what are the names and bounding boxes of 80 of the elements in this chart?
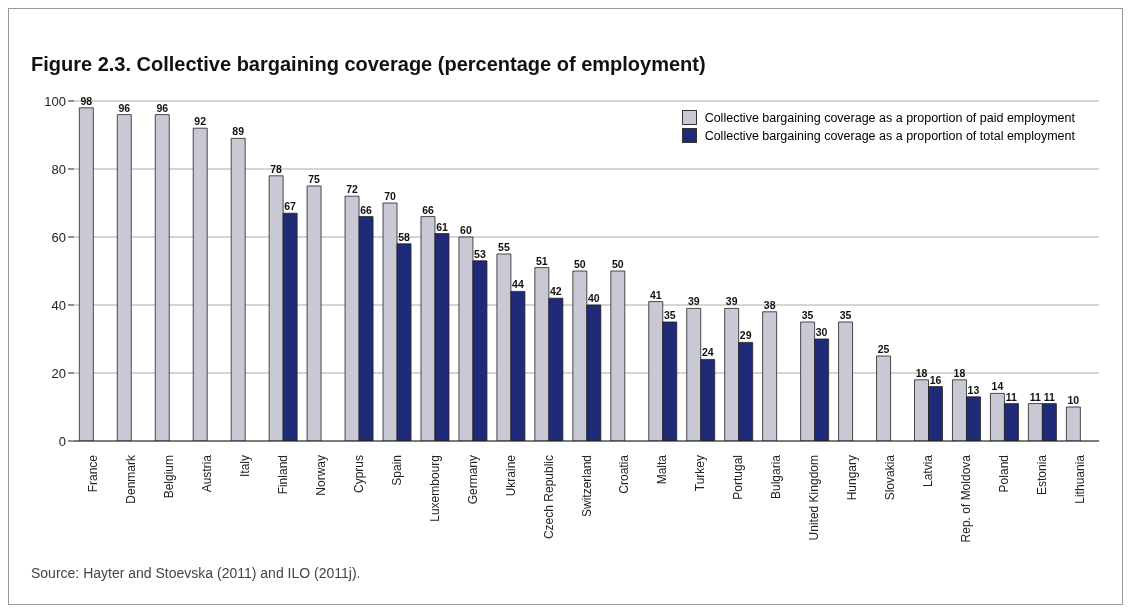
y-tick-label: 0 [58, 433, 66, 449]
x-tick-label: United Kingdom [807, 455, 822, 541]
data-label: 78 [270, 162, 283, 175]
data-label: 13 [967, 383, 980, 396]
x-tick-label: Turkey [693, 455, 708, 492]
data-label: 96 [156, 101, 169, 114]
data-label: 67 [284, 200, 297, 213]
data-label: 25 [877, 343, 890, 355]
data-label: 11 [1005, 390, 1018, 403]
data-label: 14 [991, 380, 1004, 393]
x-tick-label: Belgium [161, 455, 176, 499]
data-label: 44 [512, 278, 524, 291]
data-label: 10 [1067, 394, 1080, 406]
data-label: 98 [80, 94, 93, 107]
data-label: 41 [649, 288, 662, 301]
data-label: 35 [663, 309, 676, 321]
x-tick-label: Cyprus [351, 455, 366, 494]
x-tick-label: Luxembourg [427, 455, 442, 522]
data-label: 60 [460, 224, 472, 236]
data-label: 39 [687, 295, 700, 308]
y-tick-label: 80 [51, 161, 66, 177]
x-tick-label: Norway [313, 455, 328, 496]
y-tick-label: 40 [51, 297, 66, 313]
legend-label: Collective bargaining coverage as a proportion of total employment [704, 128, 1075, 143]
data-label: 51 [536, 254, 548, 267]
data-label: 50 [573, 258, 586, 270]
data-label: 42 [550, 285, 562, 298]
x-tick-label: Italy [237, 455, 252, 478]
data-label: 39 [725, 295, 738, 308]
y-tick-label: 100 [44, 93, 66, 109]
y-tick-label: 20 [51, 365, 66, 381]
x-tick-label: Hungary [845, 455, 860, 501]
data-label: 92 [194, 115, 207, 128]
y-tick-label: 60 [51, 229, 66, 245]
x-tick-label: Finland [275, 455, 290, 495]
x-tick-label: Czech Republic [541, 455, 556, 540]
data-label: 24 [701, 346, 714, 359]
data-label: 35 [801, 309, 814, 321]
x-tick-label: Bulgaria [769, 454, 784, 500]
data-label: 18 [953, 366, 966, 379]
x-tick-label: Austria [199, 454, 214, 493]
data-label: 11 [1029, 390, 1042, 403]
data-label: 38 [763, 298, 776, 311]
x-tick-label: Portugal [731, 455, 746, 500]
data-label: 16 [929, 373, 942, 386]
x-tick-label: Croatia [617, 454, 632, 494]
data-label: 29 [739, 329, 752, 342]
data-label: 89 [232, 125, 245, 138]
data-label: 96 [118, 101, 131, 114]
chart-title: Figure 2.3. Collective bargaining coverage (percentage of employment) [31, 53, 706, 76]
x-tick-label: Denmark [123, 454, 138, 504]
x-tick-label: Poland [997, 455, 1012, 493]
data-label: 70 [384, 190, 397, 202]
legend-label: Collective bargaining coverage as a proportion of paid employment [704, 110, 1075, 125]
data-label: 30 [815, 326, 828, 338]
x-tick-label: Spain [389, 455, 404, 486]
x-tick-label: Slovakia [883, 454, 898, 501]
data-label: 72 [346, 183, 359, 196]
x-tick-label: Estonia [1035, 454, 1050, 496]
x-tick-label: Switzerland [579, 455, 594, 518]
x-tick-label: Latvia [921, 454, 936, 488]
x-tick-label: Germany [465, 455, 480, 505]
data-label: 11 [1043, 390, 1056, 403]
data-label: 35 [839, 309, 852, 321]
data-label: 66 [422, 203, 434, 216]
x-tick-label: Malta [655, 454, 670, 485]
data-label: 50 [611, 258, 624, 270]
x-tick-label: Ukraine [503, 454, 518, 497]
x-tick-label: France [85, 454, 100, 493]
data-label: 40 [587, 292, 600, 304]
data-label: 75 [308, 173, 321, 185]
data-label: 58 [398, 230, 411, 243]
source-note: Source: Hayter and Stoevska (2011) and ILO (2011j). [31, 565, 361, 581]
data-label: 18 [915, 366, 928, 379]
x-tick-label: Lithuania [1073, 454, 1088, 504]
data-label: 61 [436, 220, 448, 233]
data-label: 53 [474, 247, 486, 260]
data-label: 55 [498, 241, 510, 253]
data-label: 66 [360, 203, 373, 216]
x-tick-label: Rep. of Moldova [959, 454, 974, 543]
